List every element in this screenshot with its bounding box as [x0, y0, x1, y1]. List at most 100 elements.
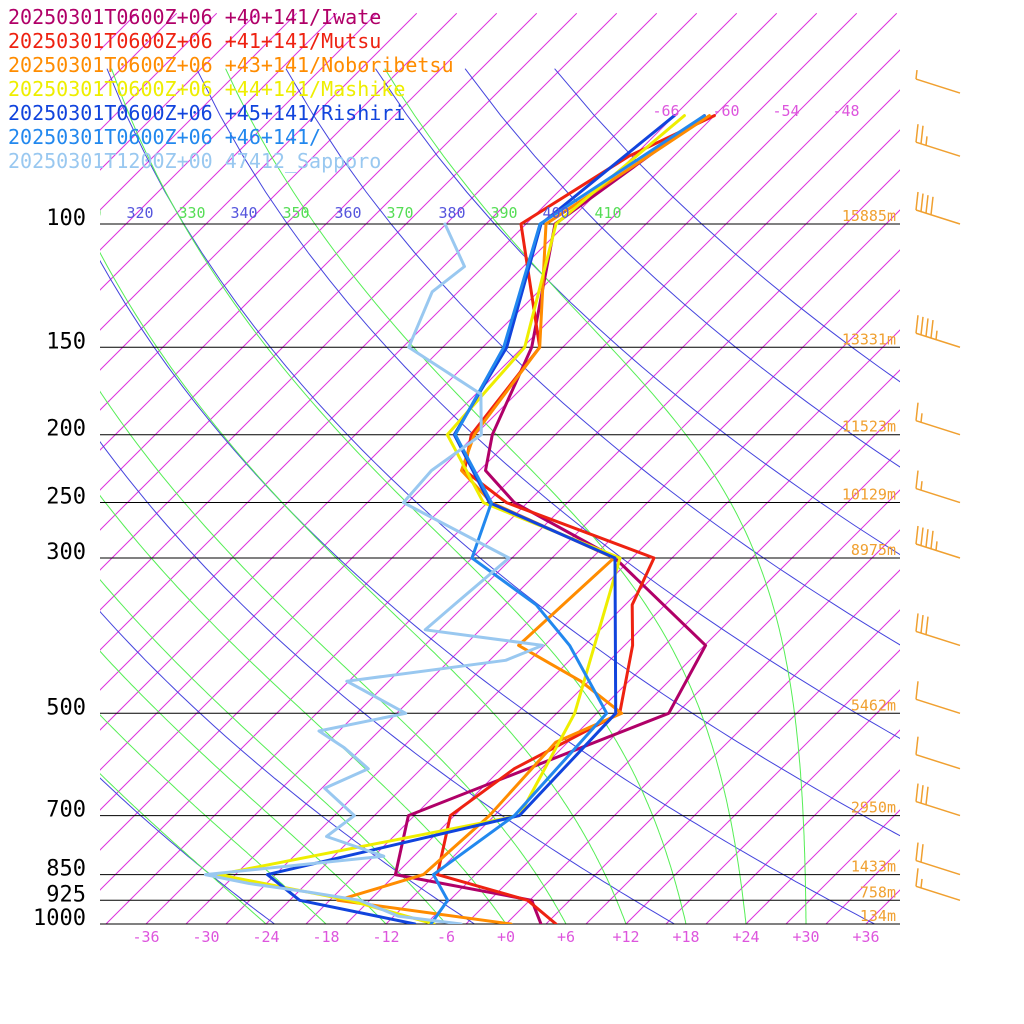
height-label-15885m: 15885m — [842, 207, 896, 225]
height-label-11523m: 11523m — [842, 418, 896, 436]
moist-adiabat-line — [225, 68, 747, 924]
isotherm-line — [225, 249, 900, 924]
legend-entry-1: 20250301T0600Z+06 +40+141/Iwate — [8, 5, 381, 29]
wind-barb — [915, 736, 961, 770]
pressure-label-250: 250 — [46, 485, 86, 510]
wind-barb-full — [920, 844, 924, 863]
legend: 20250301T0600Z+06 +40+141/Iwate20250301T… — [8, 5, 454, 173]
temperature-tick-label: -30 — [192, 928, 219, 946]
isotherm-line — [100, 49, 900, 851]
wind-barb-staff — [915, 141, 961, 157]
moist-adiabat-line — [111, 68, 687, 924]
isotherm-line — [505, 529, 900, 924]
moist-adiabat-line — [384, 68, 807, 924]
height-label-10129m: 10129m — [842, 486, 896, 504]
wind-barb-full — [915, 868, 919, 887]
wind-barb — [915, 315, 961, 348]
upper-isotherm-label: -60 — [712, 102, 739, 120]
pressure-label-700: 700 — [46, 798, 86, 823]
pressure-label-150: 150 — [46, 329, 86, 354]
temperature-tick-label: -24 — [252, 928, 279, 946]
dry-adiabat-line — [100, 259, 875, 924]
pressure-label-200: 200 — [46, 417, 86, 442]
height-label-13331m: 13331m — [842, 330, 896, 348]
dry-adiabat-line — [196, 68, 900, 740]
isotherm-line — [100, 12, 378, 291]
wind-barb-full — [925, 318, 929, 337]
sounding-line-4 — [216, 114, 686, 924]
height-label-134m: 134m — [860, 907, 896, 925]
wind-barb-full — [930, 530, 934, 549]
moist-adiabat-line — [100, 772, 267, 924]
wind-barb-half — [915, 69, 918, 80]
height-label-1433m: 1433m — [851, 858, 896, 876]
height-label-758m: 758m — [860, 883, 896, 901]
wind-barbs — [915, 69, 961, 902]
temperature-tick-label: +6 — [557, 928, 575, 946]
pressure-label-300: 300 — [46, 540, 86, 565]
height-label-8975m: 8975m — [851, 541, 896, 559]
isotherm-line — [705, 729, 900, 924]
isotherm-line — [100, 12, 858, 771]
wind-barb-full — [915, 191, 919, 211]
wind-barb-staff — [915, 487, 961, 504]
wind-barb — [915, 69, 961, 94]
wind-barb-full — [925, 616, 929, 635]
wind-barb-full — [920, 614, 924, 634]
dry-adiabat-line — [554, 68, 900, 383]
moist-adiabat-line — [100, 251, 627, 924]
isotherm-line — [100, 12, 818, 731]
wind-barb-staff — [915, 543, 961, 559]
wind-barb-full — [930, 196, 934, 215]
dry-adiabat-line — [106, 68, 900, 837]
sounding-line-3 — [336, 114, 711, 924]
wind-barb — [915, 124, 961, 157]
dry-adiabat-line — [375, 68, 900, 556]
isotherm-line — [825, 849, 900, 924]
sounding-line-2 — [435, 114, 716, 924]
wind-barb-full — [915, 681, 919, 700]
wind-barb-full — [915, 470, 919, 489]
isotherm-line — [865, 889, 900, 924]
wind-barb — [915, 191, 961, 225]
temperature-tick-label: +36 — [852, 928, 879, 946]
wind-barb-full — [915, 736, 919, 755]
theta-label: 340 — [230, 204, 257, 222]
wind-barb-half — [920, 878, 923, 888]
wind-barb-staff — [915, 209, 961, 225]
wind-barb-half — [925, 136, 928, 146]
temperature-tick-label: -18 — [312, 928, 339, 946]
temperature-tick-label: +0 — [497, 928, 515, 946]
pressure-label-1000: 1000 — [33, 906, 86, 931]
isotherm-line — [665, 689, 900, 924]
theta-label: 330 — [178, 204, 205, 222]
isotherm-line — [100, 12, 418, 331]
wind-barb-full — [925, 786, 929, 805]
dry-adiabat-line — [464, 68, 900, 468]
wind-barb-full — [915, 613, 919, 632]
sounding-profiles — [203, 114, 716, 924]
isotherm-line — [745, 769, 900, 924]
background-grid — [100, 12, 900, 924]
isotherm-line — [100, 12, 458, 371]
wind-barb-full — [915, 525, 919, 545]
dry-adiabat-line — [285, 68, 900, 646]
wind-barb-full — [920, 125, 924, 144]
pressure-label-500: 500 — [46, 695, 86, 720]
isotherm-line — [345, 369, 900, 924]
wind-barb-full — [920, 527, 924, 546]
moist-adiabat-line — [100, 650, 387, 924]
wind-barb-staff — [915, 885, 961, 902]
legend-entry-2: 20250301T0600Z+06 +41+141/Mutsu — [8, 29, 381, 53]
height-label-2950m: 2950m — [851, 799, 896, 817]
wind-barb — [915, 868, 961, 902]
temperature-tick-label: +12 — [612, 928, 639, 946]
pressure-label-925: 925 — [46, 882, 86, 907]
wind-barb — [915, 470, 961, 504]
wind-barb — [915, 613, 961, 647]
upper-isotherm-label: -66 — [652, 102, 679, 120]
sounding-line-6 — [429, 114, 706, 924]
theta-label: 390 — [490, 204, 517, 222]
